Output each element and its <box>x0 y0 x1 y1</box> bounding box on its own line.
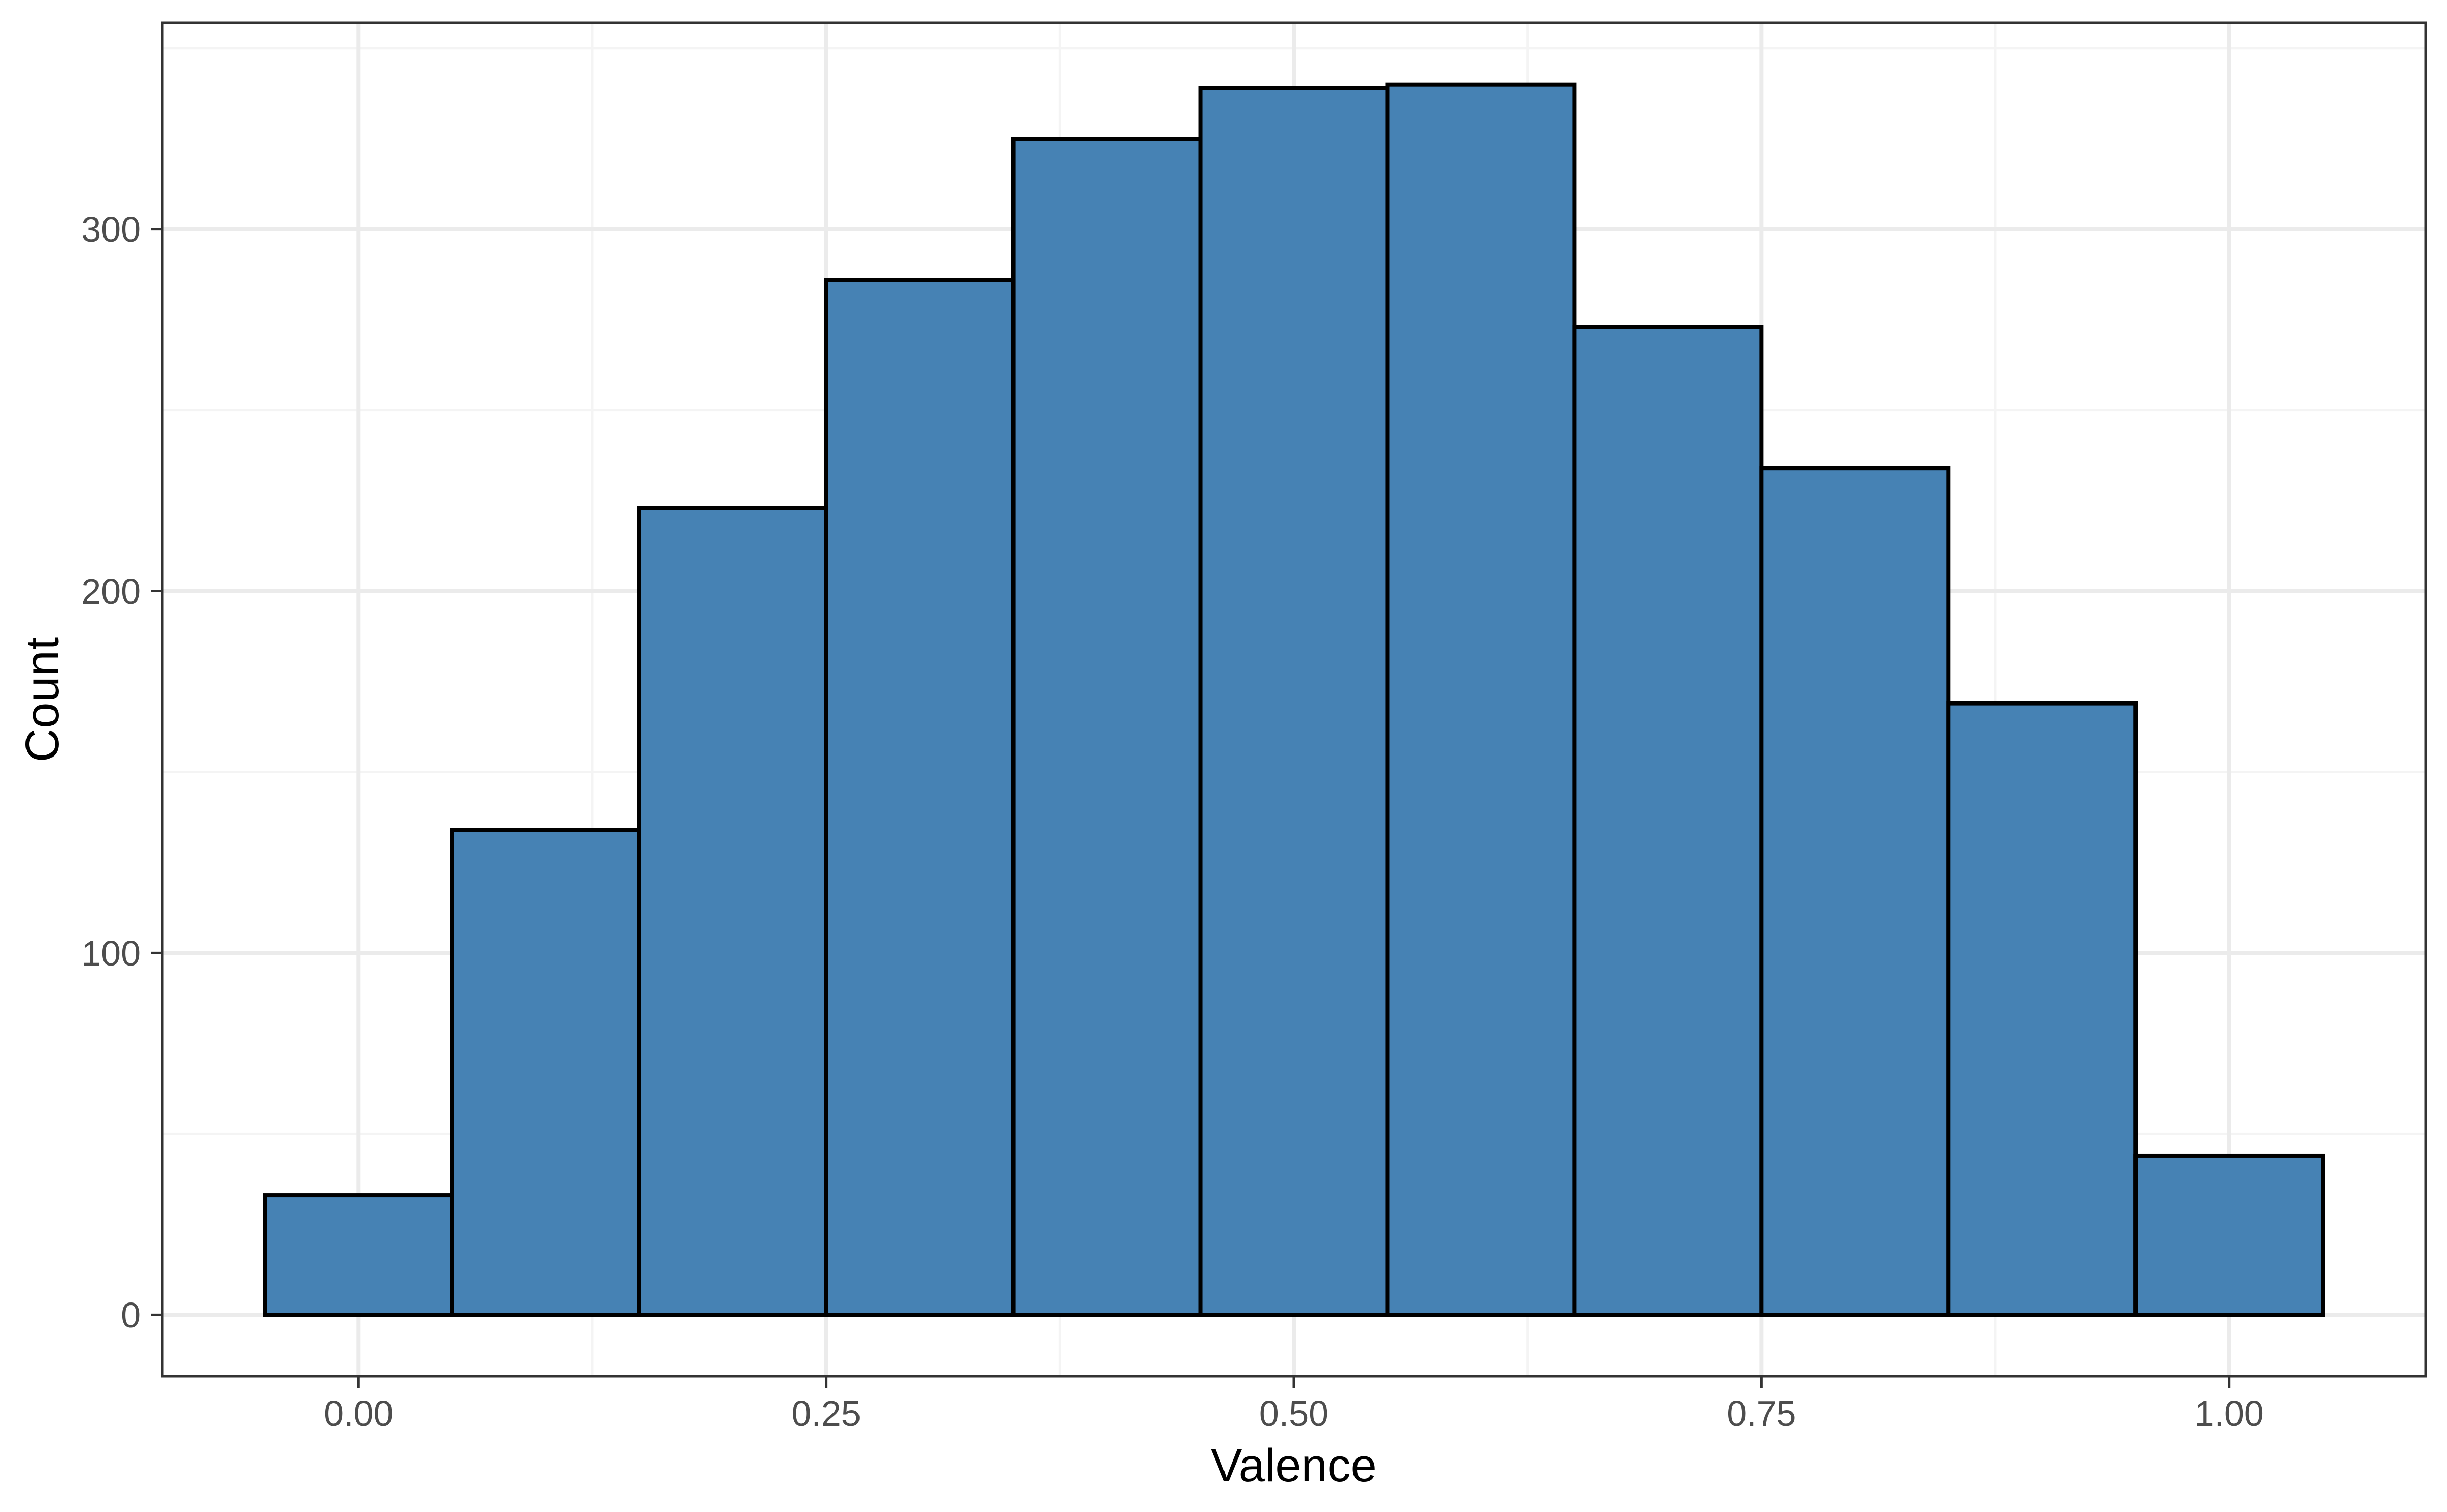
histogram-bar <box>1572 325 1764 1317</box>
histogram-bar <box>1011 137 1203 1317</box>
y-tick-label: 0 <box>121 1295 141 1335</box>
histogram-bar <box>1759 466 1951 1317</box>
y-axis: 0 100 200 300 <box>81 210 162 1335</box>
histogram-bar <box>824 278 1016 1317</box>
y-axis-title: Count <box>16 637 68 763</box>
x-tick-label: 0.00 <box>324 1394 393 1433</box>
histogram-bar <box>1198 86 1390 1317</box>
x-axis-title: Valence <box>1211 1440 1377 1492</box>
histogram-bar <box>637 506 828 1317</box>
histogram-bar <box>1385 82 1577 1317</box>
x-tick-label: 0.50 <box>1259 1394 1329 1433</box>
histogram-bar <box>1946 701 2138 1317</box>
y-tick-label: 300 <box>81 210 141 249</box>
x-tick-label: 0.25 <box>792 1394 861 1433</box>
y-tick-label: 200 <box>81 571 141 611</box>
x-axis: 0.00 0.25 0.50 0.75 1.00 <box>324 1376 2264 1433</box>
histogram-bar <box>263 1193 454 1317</box>
histogram-bar <box>2133 1153 2325 1317</box>
x-tick-label: 1.00 <box>2195 1394 2264 1433</box>
x-tick-label: 0.75 <box>1727 1394 1796 1433</box>
y-tick-label: 100 <box>81 933 141 973</box>
histogram-bar <box>450 828 641 1317</box>
bars-layer <box>263 82 2325 1317</box>
